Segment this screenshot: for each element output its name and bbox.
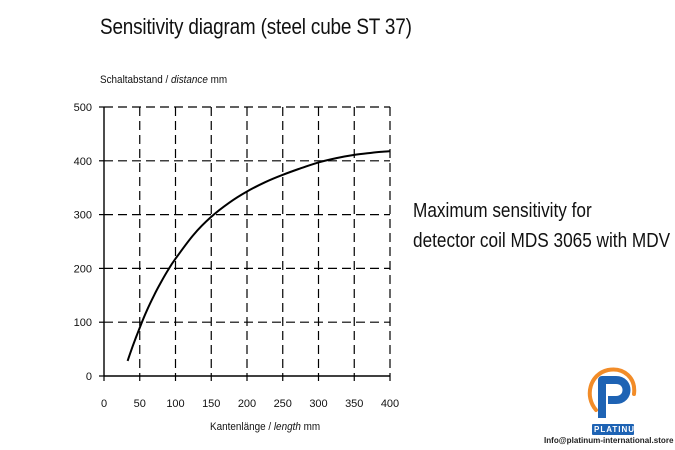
y-tick-label-100: 100	[74, 317, 92, 329]
x-tick-label-250: 250	[274, 398, 292, 410]
chart-title: Sensitivity diagram (steel cube ST 37)	[100, 14, 412, 39]
x-tick-label-400: 400	[381, 398, 399, 410]
x-tick-label-300: 300	[309, 398, 327, 410]
logo-p-icon	[598, 376, 631, 418]
y-tick-label-300: 300	[74, 210, 92, 222]
y-tick-label-500: 500	[74, 102, 92, 114]
logo-banner	[592, 424, 634, 435]
sensitivity-note-line-1: Maximum sensitivity for	[413, 200, 592, 222]
brand-contact: Info@platinum-international.store	[544, 435, 674, 445]
y-axis-label-unit: mm	[207, 74, 228, 86]
y-tick-label-400: 400	[74, 156, 92, 168]
sensitivity-note-line-2: detector coil MDS 3065 with MDV	[413, 230, 671, 252]
x-tick-label-50: 50	[134, 398, 146, 410]
y-axis-label-en: distance	[171, 74, 208, 86]
x-tick-label-200: 200	[238, 398, 256, 410]
y-tick-label-200: 200	[74, 263, 92, 275]
x-tick-label-0: 0	[101, 398, 107, 410]
sensitivity-note: Maximum sensitivity for detector coil MD…	[413, 196, 670, 256]
x-axis-label-en: length	[273, 421, 301, 433]
logo-arc-icon	[587, 367, 637, 412]
platinum-logo	[587, 367, 637, 435]
y-axis-label: Schaltabstand / distance mm	[100, 74, 227, 86]
x-tick-label-150: 150	[202, 398, 220, 410]
y-axis-label-de: Schaltabstand /	[100, 74, 172, 86]
x-axis-label-de: Kantenlänge /	[210, 421, 274, 433]
x-axis-label-unit: mm	[300, 421, 321, 433]
x-tick-label-350: 350	[345, 398, 363, 410]
y-tick-label-0: 0	[86, 371, 92, 383]
sensitivity-curve	[126, 150, 391, 362]
x-tick-label-100: 100	[166, 398, 184, 410]
x-axis-label: Kantenlänge / length mm	[210, 421, 320, 433]
brand-name: PLATINUM	[594, 425, 643, 434]
